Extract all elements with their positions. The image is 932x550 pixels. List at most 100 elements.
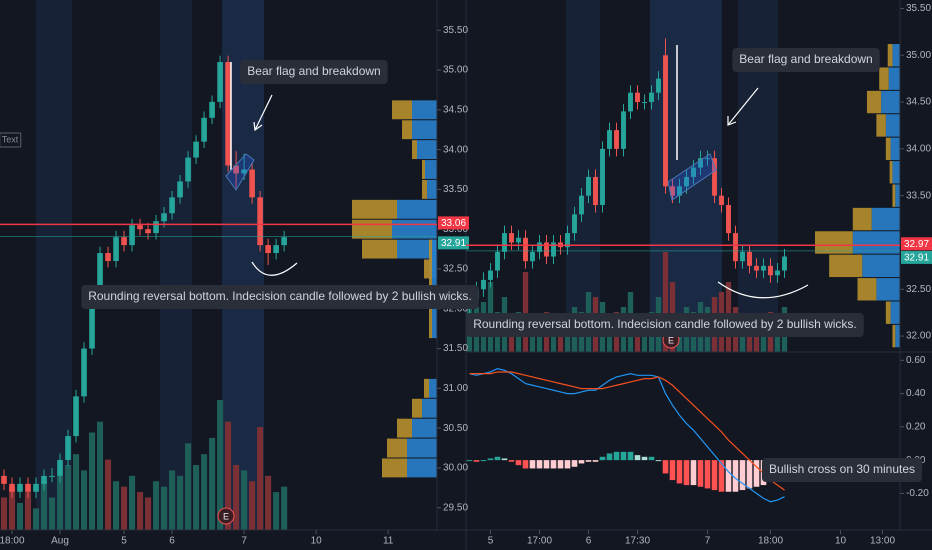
candle-body <box>73 396 79 437</box>
annotation-box <box>761 458 923 482</box>
candle-body <box>663 55 668 187</box>
volume-bar <box>225 421 232 530</box>
histogram-bar <box>669 460 676 481</box>
profile-bear <box>892 324 896 348</box>
profile-bull <box>890 301 900 324</box>
volume-bar <box>273 492 280 530</box>
candle-body <box>113 237 119 262</box>
histogram-bar <box>683 460 690 486</box>
profile-bear <box>422 160 425 179</box>
profile-bull <box>412 418 437 438</box>
candle-body <box>33 483 39 492</box>
session-band <box>566 0 600 352</box>
macd-line <box>469 368 785 503</box>
x-tick-label: 7 <box>241 536 247 547</box>
y-tick-label: -0.20 <box>906 488 929 499</box>
y-tick-label: 0.60 <box>906 355 926 366</box>
volume-bar <box>40 481 48 530</box>
profile-bear <box>889 161 893 184</box>
profile-bear <box>352 199 397 219</box>
volume-bar <box>265 475 272 530</box>
candle-body <box>185 157 191 182</box>
candle-body <box>145 229 151 234</box>
candle-body <box>273 245 279 254</box>
candle-body <box>705 158 710 160</box>
profile-bull <box>397 199 437 219</box>
profile-bull <box>871 207 900 231</box>
candle-body <box>649 92 654 103</box>
annotation-text: Rounding reversal bottom. Indecision can… <box>88 289 472 303</box>
candle-body <box>593 176 598 206</box>
volume-bar <box>64 465 72 530</box>
price-label-box <box>438 216 469 230</box>
candle-body <box>740 251 745 262</box>
candle-body <box>201 117 207 142</box>
y-tick-label: 34.50 <box>443 104 468 115</box>
candle-body <box>177 181 183 198</box>
histogram-bar <box>501 458 508 461</box>
profile-bull <box>885 114 900 137</box>
histogram-bar <box>739 460 746 491</box>
profile-bear <box>866 90 882 114</box>
volume-bar <box>281 486 288 530</box>
candle-body <box>481 279 486 290</box>
histogram-bar <box>662 460 669 474</box>
drawings <box>225 45 809 299</box>
candle-body <box>782 256 787 271</box>
histogram-bar <box>557 460 564 469</box>
profile-bear <box>412 140 417 160</box>
histogram-bar <box>732 460 739 492</box>
profile-bear <box>857 278 877 301</box>
candle-body <box>129 225 135 246</box>
candle-body <box>677 186 682 196</box>
candle-body <box>241 169 247 174</box>
volume-bar <box>145 497 152 530</box>
y-tick-label: 34.00 <box>906 143 931 154</box>
candle-body <box>614 130 619 149</box>
volume-bar <box>89 432 96 530</box>
volume-bar <box>16 502 24 530</box>
profile-bear <box>424 259 429 279</box>
profile-bear <box>885 301 891 324</box>
volume-bar <box>249 481 256 530</box>
volume-bar <box>32 508 40 530</box>
y-tick-label: 0.20 <box>906 422 926 433</box>
profile-bull <box>407 438 437 458</box>
candle-body <box>775 270 780 276</box>
histogram-bar <box>578 460 585 464</box>
candle-body <box>698 158 703 168</box>
x-tick-label: 6 <box>169 536 175 547</box>
x-tick-label: 11 <box>383 536 394 547</box>
candle-body <box>537 242 542 252</box>
volume-bar <box>209 437 216 530</box>
candle-body <box>65 436 71 460</box>
histogram-bar <box>725 460 732 492</box>
profile-bull <box>892 161 900 184</box>
volume-bar <box>753 327 760 352</box>
profile-bear <box>852 207 872 231</box>
volume-bar <box>257 427 264 530</box>
y-tick-label: 32.00 <box>906 331 931 342</box>
volume-bar <box>113 481 120 530</box>
volume-bar <box>56 475 64 530</box>
x-tick-label: 18:00 <box>758 536 783 547</box>
arrow-head <box>727 116 737 126</box>
volume-bar <box>72 454 80 530</box>
profile-bear <box>879 67 889 90</box>
candle-body <box>530 251 535 262</box>
candle-body <box>257 197 263 246</box>
y-tick-label: 31.00 <box>443 383 468 394</box>
price-label-box <box>901 250 932 264</box>
flag-channel <box>225 153 255 191</box>
candle-body <box>495 251 500 271</box>
profile-bull <box>425 160 437 179</box>
profile-bear <box>382 458 407 478</box>
histogram-bar <box>627 451 634 461</box>
histogram-bar <box>676 460 683 484</box>
y-tick-label: 31.50 <box>443 343 468 354</box>
candle-body <box>761 265 766 271</box>
session-band <box>160 0 192 530</box>
histogram-bar <box>697 460 704 487</box>
x-tick-label: 10 <box>311 536 323 547</box>
x-tick-label: Aug <box>51 536 69 547</box>
